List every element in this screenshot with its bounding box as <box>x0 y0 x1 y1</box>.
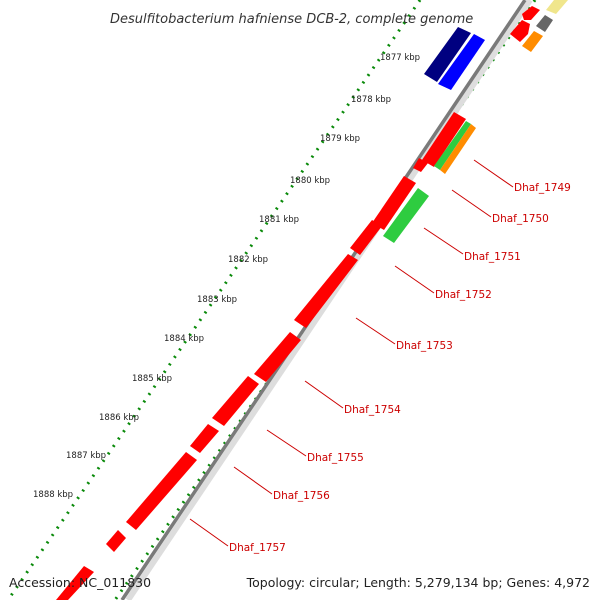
gene-block-blue[interactable] <box>438 34 485 90</box>
leader-line-1754 <box>304 380 344 409</box>
ruler-label: 1884 kbp <box>164 334 204 344</box>
gene-arrow-top-red-2[interactable] <box>510 20 530 42</box>
leader-line-1755 <box>266 429 307 457</box>
ruler-label: 1877 kbp <box>380 53 420 63</box>
leader-line-1750 <box>451 189 492 218</box>
leader-line-1757 <box>189 518 229 547</box>
gene-arrow-1751[interactable] <box>372 176 416 230</box>
ruler-label: 1883 kbp <box>197 295 237 305</box>
leader-line-1751 <box>423 227 464 255</box>
gene-label[interactable]: Dhaf_1754 <box>344 404 401 416</box>
gene-arrow-1752[interactable] <box>350 220 382 255</box>
leader-line-1749 <box>473 159 514 188</box>
gene-arrow-1756[interactable] <box>126 452 197 530</box>
gene-label[interactable]: Dhaf_1756 <box>273 490 330 502</box>
gene-arrow-1754[interactable] <box>254 332 301 382</box>
gene-arrow-1749[interactable] <box>422 112 466 167</box>
ruler-label: 1886 kbp <box>99 413 139 423</box>
leader-line-1752 <box>394 265 435 294</box>
gene-label[interactable]: Dhaf_1750 <box>492 213 549 225</box>
gene-block-green-1[interactable] <box>434 121 471 170</box>
gene-arrow-top-red[interactable] <box>522 6 540 20</box>
ruler-label: 1880 kbp <box>290 176 330 186</box>
leader-line-1753 <box>355 317 396 345</box>
gene-arrow-1757[interactable] <box>106 530 126 552</box>
gene-arrow-1753[interactable] <box>294 254 358 328</box>
ruler-label: 1879 kbp <box>320 134 360 144</box>
gene-block-grey[interactable] <box>536 15 553 32</box>
genome-backbone-shadow <box>125 0 533 600</box>
ruler-label: 1878 kbp <box>351 95 391 105</box>
gene-block-cream[interactable] <box>546 0 568 14</box>
ruler-label: 1882 kbp <box>228 255 268 265</box>
ruler-label: 1885 kbp <box>132 374 172 384</box>
gene-arrow-1750[interactable] <box>413 158 428 172</box>
ruler-label: 1881 kbp <box>259 215 299 225</box>
gene-label[interactable]: Dhaf_1755 <box>307 452 364 464</box>
topology-text: Topology: circular; Length: 5,279,134 bp… <box>246 575 590 590</box>
gene-label[interactable]: Dhaf_1749 <box>514 182 571 194</box>
accession-text: Accession: NC_011830 <box>9 575 151 590</box>
gene-label[interactable]: Dhaf_1752 <box>435 289 492 301</box>
gene-block-orange-top[interactable] <box>522 31 543 52</box>
gene-arrow-bottom[interactable] <box>56 566 94 600</box>
gene-label[interactable]: Dhaf_1757 <box>229 542 286 554</box>
gene-arrow-1755[interactable] <box>190 424 219 453</box>
ruler-label: 1887 kbp <box>66 451 106 461</box>
gene-block-orange-1[interactable] <box>440 124 476 174</box>
leader-line-1756 <box>233 466 273 495</box>
gene-label[interactable]: Dhaf_1751 <box>464 251 521 263</box>
gene-label[interactable]: Dhaf_1753 <box>396 340 453 352</box>
gene-arrow-1754b[interactable] <box>212 376 259 426</box>
gene-block-green-2[interactable] <box>383 188 429 243</box>
map-title: Desulfitobacterium hafniense DCB-2, comp… <box>110 12 473 27</box>
ruler-label: 1888 kbp <box>33 490 73 500</box>
gene-block-navy[interactable] <box>424 27 471 82</box>
